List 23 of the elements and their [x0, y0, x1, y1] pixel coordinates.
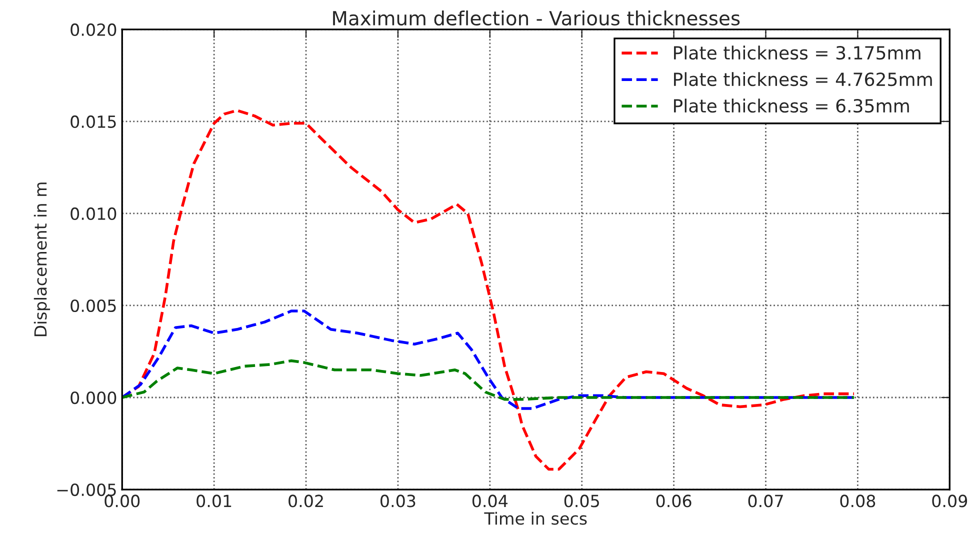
- x-tick-label: 0.04: [472, 494, 508, 508]
- y-tick-label: 0.005: [70, 299, 116, 312]
- x-tick-label: 0.03: [380, 494, 416, 508]
- y-tick-label: 0.010: [70, 207, 116, 220]
- line-series: [122, 359, 856, 401]
- x-tick-label: 0.01: [196, 494, 232, 508]
- x-tick-label: 0.07: [748, 494, 783, 508]
- x-axis-title: Time in secs: [484, 512, 587, 525]
- legend-label: Plate thickness = 6.35mm: [674, 98, 909, 113]
- y-axis-title: Displacement in m: [34, 182, 50, 336]
- x-tick-label: 0.08: [840, 494, 876, 508]
- y-tick-label: −0.005: [57, 483, 116, 496]
- x-tick-label: 0.05: [564, 494, 599, 508]
- y-tick-label: 0.020: [70, 23, 116, 36]
- y-tick-label: 0.000: [70, 391, 116, 404]
- legend-label: Plate thickness = 3.175mm: [674, 46, 920, 60]
- legend-label: Plate thickness = 4.7625mm: [674, 72, 932, 86]
- x-tick-label: 0.00: [104, 494, 140, 508]
- x-tick-label: 0.09: [932, 494, 968, 508]
- x-tick-label: 0.06: [656, 494, 692, 508]
- y-tick-label: 0.015: [70, 115, 116, 128]
- chart-title: Maximum deflection - Various thicknesses: [333, 10, 740, 26]
- x-tick-label: 0.02: [288, 494, 323, 508]
